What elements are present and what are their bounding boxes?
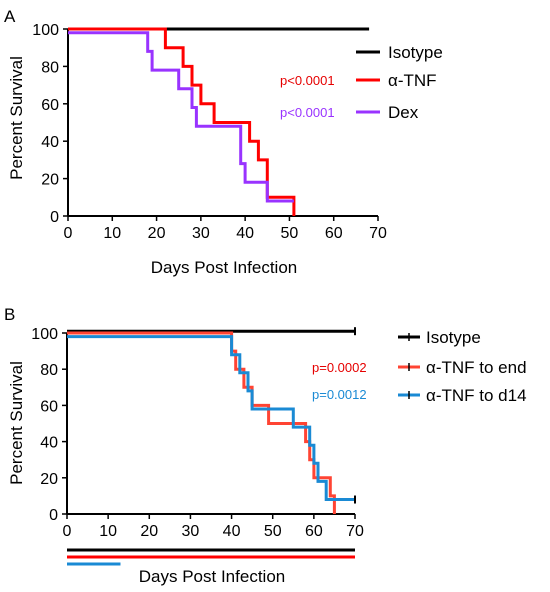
legend-b-atnf-end-label: α-TNF to end [426,358,527,377]
legend-a-dex-label: Dex [388,103,419,122]
panel-a-y-tick-label: 60 [41,97,59,114]
panel-b-y-tick-label: 0 [49,507,58,524]
panel-b-x-tick-label: 10 [99,523,117,540]
panel-b-y-tick-label: 100 [31,326,58,343]
panel-a-x-tick-label: 0 [64,225,73,242]
panel-a-y-tick-label: 100 [32,22,59,39]
panel-a-dex-pvalue: p<0.0001 [280,105,335,120]
panel-a-legend: Isotype α-TNF Dex p<0.0001 p<0.0001 [280,43,443,122]
panel-b-chart: 0 10 20 30 40 50 60 70 0 20 40 60 80 100 [31,326,364,566]
panel-b-series-3-line [67,335,355,501]
legend-b-atnf-d14-label: α-TNF to d14 [426,386,527,405]
panel-a-y-tick-label: 80 [41,59,59,76]
panel-a-y-tick-label: 40 [41,134,59,151]
panel-b-x-tick-label: 70 [346,523,364,540]
panel-a-x-tick-label: 40 [236,225,254,242]
panel-b-y-tick-label: 60 [40,398,58,415]
panel-a-x-tick-label: 10 [103,225,121,242]
panel-b-x-axis-title: Days Post Infection [139,567,285,586]
panel-a-series-2-line [68,27,296,216]
panel-b-series-2-line [67,331,336,514]
panel-label-a: A [4,7,16,26]
panel-a-y-tick-label: 20 [41,172,59,189]
panel-a-chart: 0 10 20 30 40 50 60 70 0 20 40 60 80 100 [32,22,387,242]
panel-b-x-tick-label: 40 [223,523,241,540]
panel-a-x-tick-label: 20 [148,225,166,242]
panel-a-x-tick-label: 50 [281,225,299,242]
panel-b-y-tick-label: 20 [40,471,58,488]
panel-b-y-axis-title: Percent Survival [7,361,26,485]
legend-a-atnf-label: α-TNF [388,71,437,90]
panel-b-legend: Isotype α-TNF to end α-TNF to d14 p=0.00… [312,328,527,405]
panel-b-atnf-d14-pvalue: p=0.0012 [312,387,367,402]
panel-a-series-3-line [68,31,294,203]
panel-a-x-tick-label: 70 [369,225,387,242]
panel-a-x-tick-label: 30 [192,225,210,242]
panel-b-x-tick-label: 0 [63,523,72,540]
legend-b-isotype-label: Isotype [426,328,481,347]
panel-a-y-tick-label: 0 [50,209,59,226]
panel-b-x-tick-label: 30 [182,523,200,540]
panel-a-atnf-pvalue: p<0.0001 [280,73,335,88]
panel-b-y-tick-label: 80 [40,362,58,379]
panel-a-y-axis-title: Percent Survival [7,56,26,180]
panel-b-x-tick-label: 60 [305,523,323,540]
panel-a-x-tick-label: 60 [325,225,343,242]
panel-b-x-tick-label: 20 [140,523,158,540]
panel-b-atnf-end-pvalue: p=0.0002 [312,360,367,375]
panel-b-x-tick-label: 50 [264,523,282,540]
panel-label-b: B [4,305,15,324]
panel-a-x-axis-title: Days Post Infection [151,258,297,277]
legend-a-isotype-label: Isotype [388,43,443,62]
panel-b-y-tick-label: 40 [40,435,58,452]
